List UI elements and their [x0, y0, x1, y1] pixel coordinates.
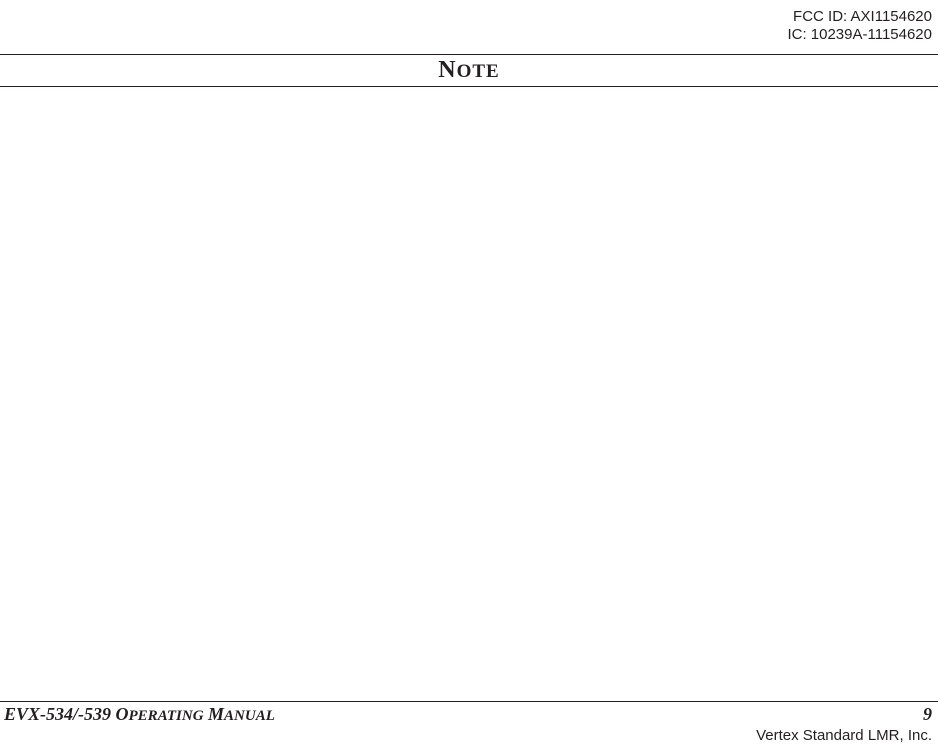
ic-id: IC: 10239A-11154620 [787, 26, 932, 44]
manual-space: M [204, 704, 225, 724]
manual-mid: PERATING [129, 708, 204, 724]
note-heading-rest: OTE [457, 61, 500, 82]
fcc-id: FCC ID: AXI1154620 [787, 8, 932, 26]
title-section: NOTE [0, 54, 938, 87]
company-name: Vertex Standard LMR, Inc. [756, 727, 932, 744]
manual-end: ANUAL [224, 708, 275, 724]
header-ids: FCC ID: AXI1154620 IC: 10239A-11154620 [787, 8, 932, 44]
page-number: 9 [923, 704, 932, 725]
note-heading-first: N [438, 57, 456, 83]
manual-prefix: EVX-534/-539 O [4, 704, 129, 724]
manual-title: EVX-534/-539 OPERATING MANUAL [4, 704, 275, 725]
footer-rule [0, 701, 938, 702]
note-heading: NOTE [438, 57, 499, 83]
